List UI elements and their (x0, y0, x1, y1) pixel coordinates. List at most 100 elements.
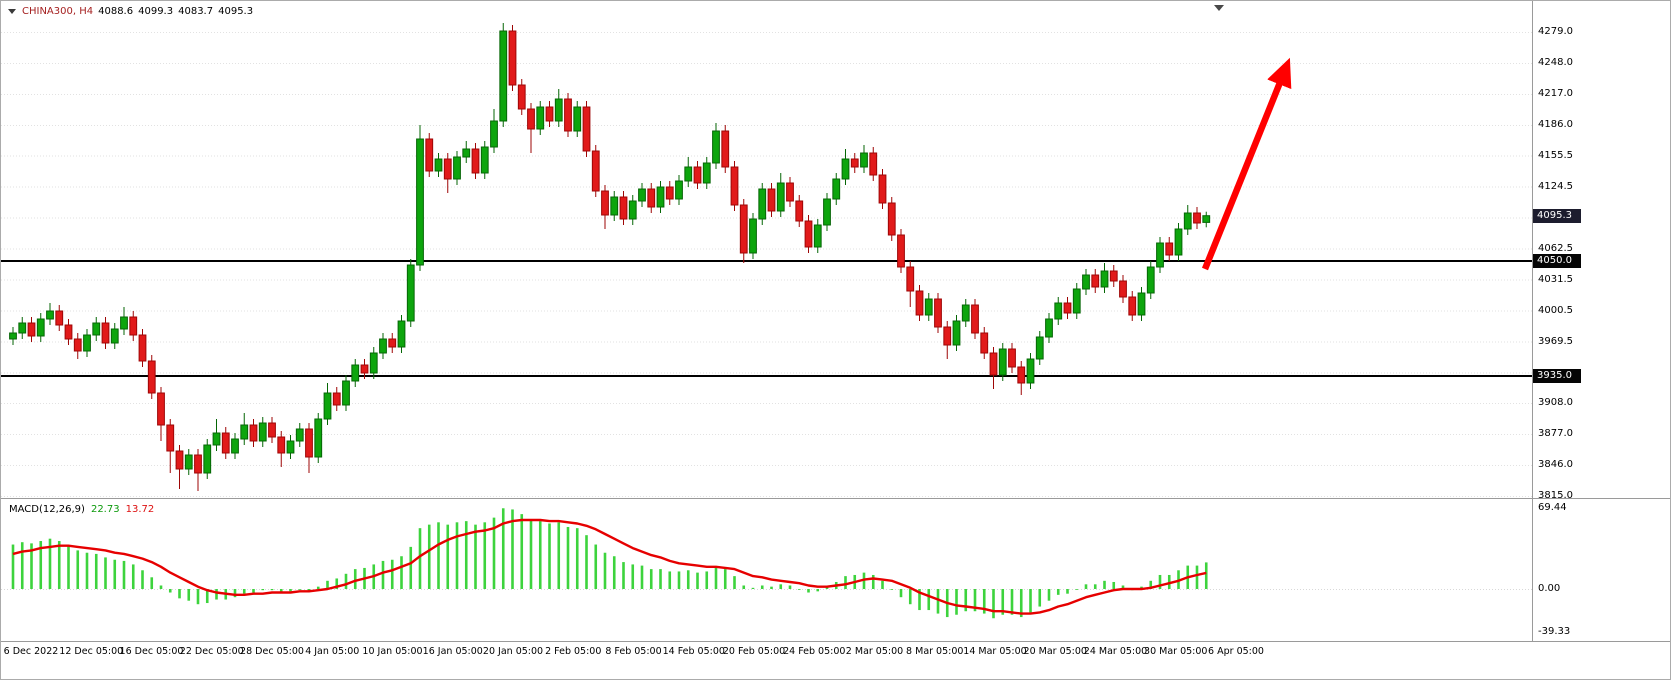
candle-body (684, 166, 693, 182)
candle-body (305, 428, 313, 458)
macd-bar (622, 562, 625, 589)
macd-histogram (11, 508, 1208, 619)
macd-bar (418, 528, 422, 589)
macd-bar (881, 580, 884, 589)
resistance-price-value: 4050.0 (1537, 255, 1572, 266)
price-axis-label: 4248.0 (1538, 57, 1573, 68)
candle-body (120, 316, 128, 330)
candle-body (369, 352, 378, 374)
candle-body (564, 98, 572, 132)
candle-body (1063, 302, 1072, 314)
candle-body (203, 444, 212, 474)
current-price-badge: 4095.3 (1533, 209, 1581, 223)
candle-body (314, 418, 323, 458)
candle-body (675, 180, 683, 200)
candle-body (508, 30, 517, 86)
candle-body (406, 264, 415, 322)
candle-body (647, 188, 656, 208)
candle-body (758, 188, 767, 220)
candle-body (249, 424, 258, 442)
candle-body (101, 322, 110, 344)
macd-bar (770, 586, 773, 589)
candle-body (166, 424, 175, 452)
price-axis-label: 3877.0 (1538, 428, 1573, 439)
support-price-badge: 3935.0 (1533, 369, 1581, 383)
macd-bar (252, 589, 255, 593)
macd-bar (437, 522, 440, 589)
macd-bar (585, 535, 588, 589)
macd-bar (381, 560, 385, 589)
candle-body (943, 326, 952, 346)
price-axis-label: 4279.0 (1538, 26, 1573, 37)
macd-bar (483, 522, 487, 589)
macd-bar (659, 569, 662, 589)
macd-bar (927, 589, 931, 611)
candle-body (480, 146, 489, 174)
macd-indicator-panel[interactable] (1, 499, 1532, 641)
time-axis-label: 22 Dec 05:00 (179, 646, 244, 657)
symbol-timeframe-label: CHINA300, H4 (22, 6, 94, 17)
candle-body (527, 108, 535, 130)
macd-bar (955, 589, 958, 615)
candle-body (397, 320, 406, 348)
macd-bar (871, 574, 875, 589)
macd-bar (344, 573, 348, 589)
macd-bar (492, 517, 496, 589)
candle-body (1174, 228, 1183, 256)
macd-bar (289, 589, 292, 592)
macd-bar (1084, 584, 1088, 589)
candle-body (268, 422, 276, 438)
candle-body (92, 322, 101, 336)
macd-bar (390, 559, 394, 589)
candle-body (601, 190, 609, 216)
candle-body (129, 316, 138, 336)
candle-body (619, 196, 628, 220)
candle-body (175, 450, 184, 470)
panel-splitter[interactable] (1, 498, 1670, 499)
candle-body (1045, 318, 1053, 338)
price-axis-separator (1532, 1, 1533, 642)
candle-body (1165, 242, 1174, 256)
macd-bar (982, 589, 986, 614)
macd-bar (113, 559, 117, 589)
candle-body (573, 106, 582, 132)
candle-body (462, 148, 471, 158)
macd-bar (48, 538, 52, 589)
macd-bar (474, 524, 477, 589)
candle-body (730, 166, 739, 206)
chart-menu-icon[interactable] (8, 9, 16, 14)
chart-shift-marker[interactable] (1214, 5, 1224, 11)
candle-body (1183, 212, 1192, 230)
macd-bar (67, 545, 70, 589)
macd-bar (538, 521, 542, 589)
candle-body (795, 200, 804, 222)
time-axis-label: 30 Mar 05:00 (1144, 646, 1208, 657)
candle-body (638, 188, 646, 202)
trend-arrow[interactable] (1201, 57, 1292, 271)
macd-bar (723, 569, 727, 589)
macd-bar (279, 589, 283, 593)
macd-bar (159, 585, 163, 589)
macd-bar (594, 544, 598, 589)
macd-bar (890, 589, 894, 590)
macd-bar (668, 571, 672, 589)
candle-body (924, 298, 933, 316)
candle-body (36, 318, 45, 337)
time-axis-label: 12 Dec 05:00 (59, 646, 124, 657)
macd-bar (1195, 565, 1199, 589)
time-axis-label: 6 Dec 2022 (3, 646, 59, 657)
macd-bar (464, 521, 468, 589)
macd-bar (640, 565, 644, 589)
macd-bar (1112, 581, 1116, 589)
macd-bar (427, 524, 431, 589)
macd-bar (39, 541, 43, 589)
macd-name: MACD(12,26,9) (9, 504, 85, 515)
candle-body (1146, 266, 1155, 294)
candle-body (823, 198, 831, 226)
time-axis-label: 10 Jan 05:00 (362, 646, 423, 657)
price-axis-label: 4031.5 (1538, 273, 1573, 285)
candle-body (1100, 270, 1109, 288)
macd-bar (1093, 584, 1097, 589)
candle-body (749, 218, 757, 254)
price-chart[interactable] (1, 1, 1532, 498)
